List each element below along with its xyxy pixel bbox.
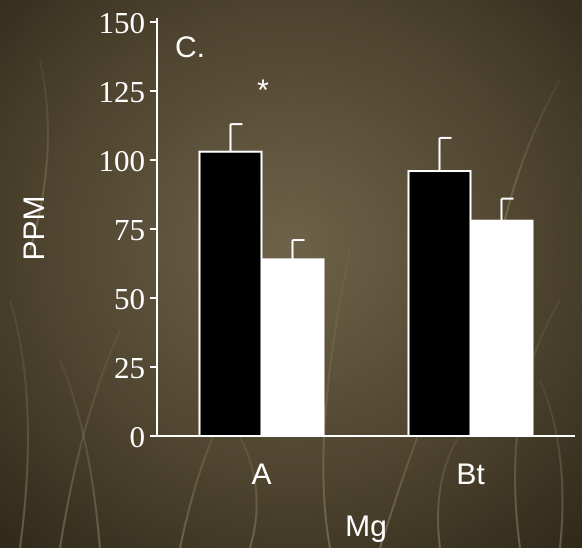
panel-label: C. — [175, 31, 205, 64]
bar — [262, 259, 324, 436]
y-tick-label: 50 — [114, 281, 145, 316]
y-axis-label: PPM — [18, 195, 51, 260]
y-tick-label: 150 — [99, 5, 146, 40]
bar — [471, 221, 533, 436]
x-axis-label: Mg — [345, 510, 387, 543]
bar — [409, 171, 471, 436]
y-tick-label: 25 — [114, 350, 145, 385]
chart: C. * PPM Mg 0 25 50 75 100 125 150 A Bt — [0, 0, 582, 548]
bar — [200, 152, 262, 436]
x-tick-label: Bt — [456, 458, 485, 491]
significance-mark: * — [257, 74, 269, 107]
x-tick-label: A — [251, 458, 271, 491]
y-tick-label: 125 — [99, 74, 146, 109]
y-tick-label: 100 — [99, 143, 146, 178]
y-tick-label: 0 — [130, 419, 146, 454]
page: {"chart_data": {"type": "bar", "annotati… — [0, 0, 582, 548]
y-tick-label: 75 — [114, 212, 145, 247]
